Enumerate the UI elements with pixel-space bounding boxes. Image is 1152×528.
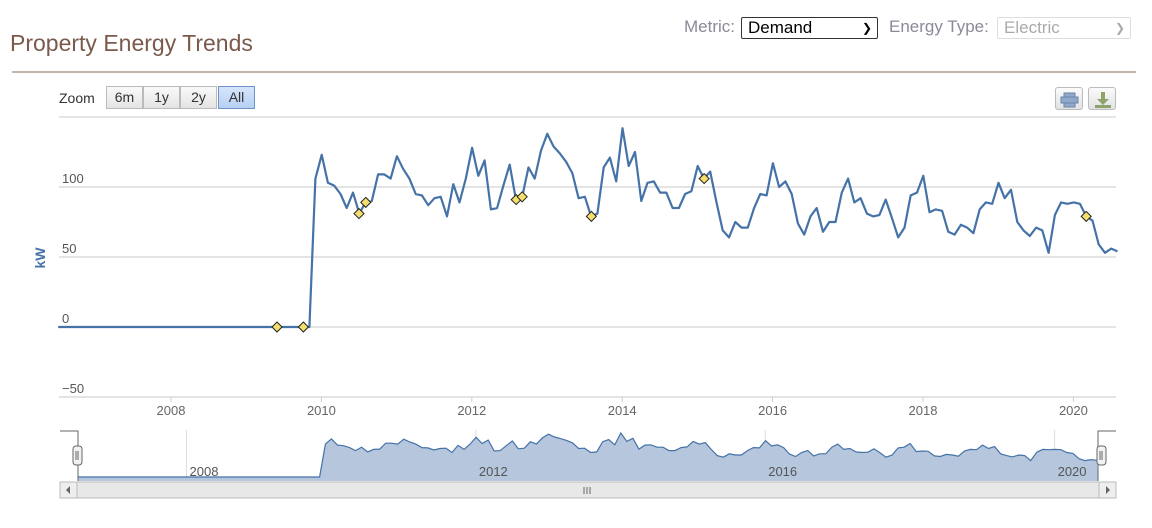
scroll-left-arrow-icon[interactable] [66, 486, 70, 494]
event-marker [585, 210, 598, 223]
navigator-handle[interactable] [72, 445, 83, 466]
demand-series-line [58, 127, 1118, 329]
navigator-outline [60, 430, 1116, 481]
download-icon [1095, 92, 1111, 108]
event-marker [271, 321, 283, 333]
event-marker [1080, 210, 1092, 223]
y-tick-label: 50 [62, 241, 76, 256]
navigator-tick-label: 2012 [479, 464, 508, 479]
navigator-tick-label: 2020 [1058, 464, 1087, 479]
y-axis-label: kW [32, 247, 48, 269]
navigator-handle[interactable] [1096, 445, 1107, 466]
energy-type-select-value: Electric [1004, 18, 1060, 37]
zoom-1y-button[interactable]: 1y [143, 86, 180, 109]
zoom-6m-button[interactable]: 6m [106, 86, 143, 109]
event-marker [698, 172, 710, 185]
x-tick-label: 2014 [608, 403, 637, 418]
zoom-2y-button[interactable]: 2y [180, 86, 217, 109]
y-tick-label: −50 [62, 381, 84, 396]
download-button[interactable] [1088, 87, 1116, 110]
print-button[interactable] [1055, 87, 1083, 110]
x-tick-label: 2020 [1059, 403, 1088, 418]
zoom-label: Zoom [59, 90, 95, 106]
y-tick-label: 0 [62, 311, 69, 326]
x-tick-label: 2010 [307, 403, 336, 418]
scrollbar-thumb[interactable] [76, 481, 1100, 499]
navigator-tick-label: 2016 [768, 464, 797, 479]
event-marker [510, 193, 522, 206]
energy-type-label: Energy Type: [889, 17, 989, 36]
x-tick-label: 2012 [457, 403, 486, 418]
header-divider [12, 71, 1136, 73]
event-marker [516, 191, 528, 203]
x-tick-label: 2016 [758, 403, 787, 418]
zoom-all-button[interactable]: All [218, 86, 255, 109]
chevron-down-icon: ❯ [1114, 21, 1125, 35]
y-tick-label: 100 [62, 171, 84, 186]
x-tick-label: 2008 [157, 403, 186, 418]
metric-select-value: Demand [748, 18, 813, 37]
event-marker [297, 321, 310, 333]
metric-select[interactable]: Demand ❯ [741, 17, 878, 39]
chevron-down-icon: ❯ [861, 21, 872, 35]
scroll-right-arrow-icon[interactable] [1106, 486, 1110, 494]
navigator-area [78, 433, 1098, 481]
metric-label: Metric: [684, 17, 735, 36]
event-marker [360, 196, 372, 209]
page-title: Property Energy Trends [10, 30, 253, 56]
energy-type-select[interactable]: Electric ❯ [997, 17, 1131, 39]
navigator-line [78, 431, 1098, 478]
event-marker [353, 207, 365, 220]
printer-icon [1060, 92, 1079, 108]
scrollbar-track[interactable] [59, 481, 1117, 499]
x-tick-label: 2018 [909, 403, 938, 418]
navigator-tick-label: 2008 [190, 464, 219, 479]
